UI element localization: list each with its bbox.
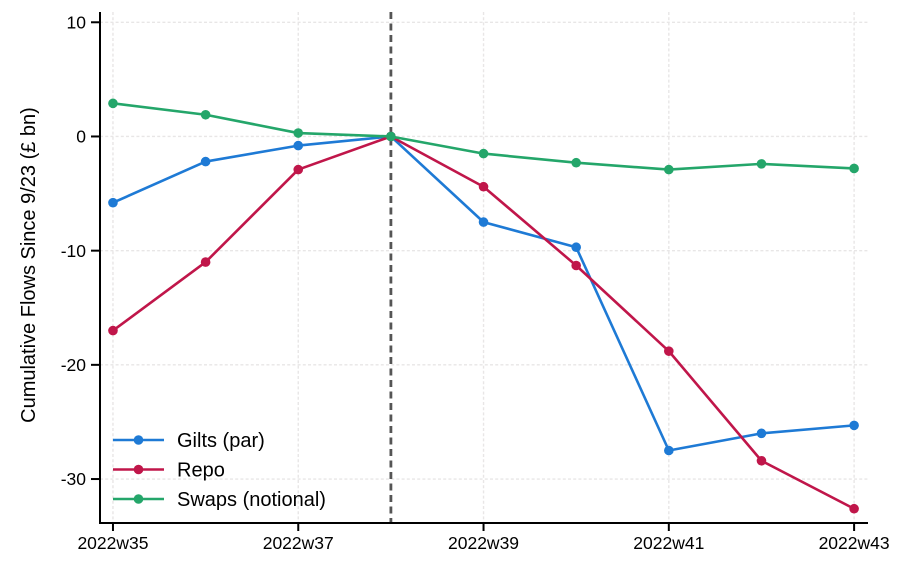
legend-marker-dot xyxy=(133,494,144,504)
legend: Gilts (par) Repo Swaps (notional) xyxy=(113,430,326,511)
data-point xyxy=(664,164,674,175)
x-tick-label: 2022w39 xyxy=(448,533,519,553)
data-point xyxy=(386,131,396,142)
axes: 10 0 -10 -20 -30 2022w35 2022w37 2022w39 2022w41… xyxy=(61,12,890,553)
data-point xyxy=(849,420,859,431)
data-point xyxy=(664,346,674,356)
legend-label: Gilts (par) xyxy=(177,430,265,452)
legend-marker-dot xyxy=(133,435,144,445)
data-point xyxy=(849,163,859,174)
data-point xyxy=(108,98,118,109)
data-point xyxy=(293,164,304,175)
y-tick-label: -10 xyxy=(61,241,87,261)
data-point xyxy=(478,181,489,192)
data-point xyxy=(756,455,767,466)
series-swaps-notional xyxy=(108,98,859,175)
x-tick-label: 2022w41 xyxy=(633,533,704,553)
data-point xyxy=(478,217,489,227)
data-point xyxy=(664,445,674,456)
x-tick-label: 2022w43 xyxy=(819,533,890,553)
legend-label: Repo xyxy=(177,460,225,482)
data-point xyxy=(293,128,304,138)
data-point xyxy=(200,257,211,267)
legend-marker-dot xyxy=(133,464,144,475)
data-point xyxy=(849,503,859,514)
data-point xyxy=(571,260,581,271)
data-point xyxy=(200,109,211,120)
legend-item: Gilts (par) xyxy=(113,430,265,452)
legend-item: Swaps (notional) xyxy=(113,489,326,511)
data-point xyxy=(756,159,767,169)
y-tick-label: -30 xyxy=(61,469,87,489)
x-tick-label: 2022w35 xyxy=(77,533,148,553)
data-point xyxy=(293,140,304,151)
data-point xyxy=(478,148,489,159)
gridlines xyxy=(100,12,868,523)
data-point xyxy=(108,325,118,336)
y-tick-label: 10 xyxy=(67,12,87,32)
y-axis-title: Cumulative Flows Since 9/23 (£ bn) xyxy=(18,107,40,423)
y-tick-label: 0 xyxy=(76,127,86,147)
data-point xyxy=(200,156,211,167)
x-tick-label: 2022w37 xyxy=(263,533,334,553)
legend-label: Swaps (notional) xyxy=(177,489,326,511)
data-point xyxy=(108,197,118,208)
data-point xyxy=(571,157,581,168)
legend-item: Repo xyxy=(113,460,225,482)
data-point xyxy=(571,242,581,253)
data-point xyxy=(756,428,767,439)
series-line xyxy=(111,135,856,511)
y-tick-label: -20 xyxy=(61,355,87,375)
